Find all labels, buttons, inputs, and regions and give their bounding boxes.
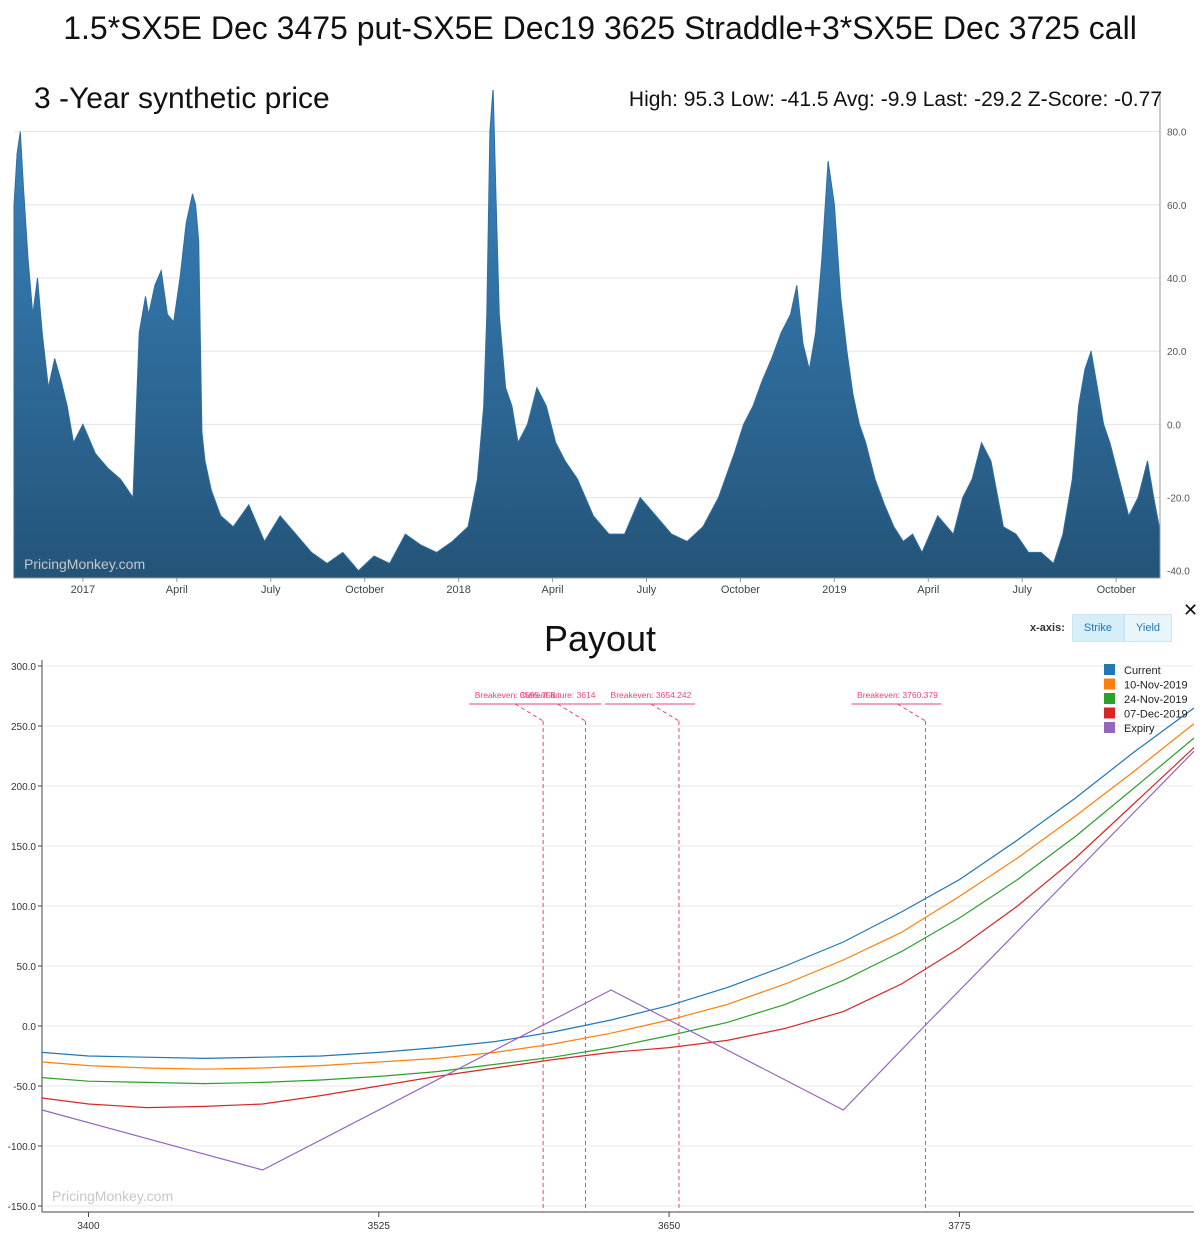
history-y-tick-label: -20.0 xyxy=(1167,494,1190,505)
payout-x-tick-label: 3775 xyxy=(948,1221,971,1232)
legend-swatch xyxy=(1104,707,1115,719)
legend-swatch xyxy=(1104,678,1115,690)
payout-series-line xyxy=(41,747,1195,1109)
history-y-tick-label: 40.0 xyxy=(1167,274,1187,285)
legend-label: 07-Dec-2019 xyxy=(1124,709,1188,721)
history-x-tick-label: April xyxy=(166,584,188,596)
payout-y-tick-label: -100.0 xyxy=(8,1142,37,1153)
history-x-tick-label: April xyxy=(917,584,939,596)
legend-label: Expiry xyxy=(1124,723,1155,735)
payout-y-tick-label: 150.0 xyxy=(11,842,36,853)
payout-y-tick-label: 200.0 xyxy=(11,782,36,793)
history-x-tick-label: April xyxy=(542,584,564,596)
history-stats-text: High: 95.3 Low: -41.5 Avg: -9.9 Last: -2… xyxy=(628,88,1162,111)
payout-x-tick-label: 3400 xyxy=(77,1221,100,1232)
payout-watermark: PricingMonkey.com xyxy=(52,1188,174,1204)
history-y-tick-label: -40.0 xyxy=(1167,567,1190,578)
payout-line-chart: 300.0 250.0 200.0 150.0 100.0 50.0 0.0 -50.0 -10… xyxy=(8,660,1195,1232)
x-axis-strike-button[interactable]: Strike xyxy=(1071,614,1124,642)
legend-swatch xyxy=(1104,664,1115,675)
history-x-tick-label: 2017 xyxy=(71,584,95,596)
history-x-tick-label: 2019 xyxy=(822,584,846,596)
history-y-tick-label: 60.0 xyxy=(1167,201,1187,212)
history-x-tick-label: July xyxy=(637,584,657,596)
payout-y-tick-label: 300.0 xyxy=(11,662,36,673)
history-chart-subtitle: 3 -Year synthetic price xyxy=(34,82,330,115)
vline-label: Breakeven: 3654.242 xyxy=(611,690,692,700)
vline-label: Breakeven: 3760.379 xyxy=(857,690,938,700)
vline-leader xyxy=(897,703,926,722)
payout-chart-title: Payout xyxy=(543,618,657,659)
history-y-tick-label: 20.0 xyxy=(1167,347,1187,358)
payout-y-tick-label: 100.0 xyxy=(11,902,36,913)
vline-label: Breakeven: 3595.758 xyxy=(475,690,556,700)
legend-swatch xyxy=(1104,722,1115,733)
payout-series-line xyxy=(41,750,1195,1171)
legend-label: 10-Nov-2019 xyxy=(1124,680,1188,692)
legend-label: 24-Nov-2019 xyxy=(1124,694,1188,706)
history-y-tick-label: 80.0 xyxy=(1167,128,1187,139)
payout-x-tick-label: 3525 xyxy=(368,1221,391,1232)
payout-y-tick-label: 50.0 xyxy=(17,962,37,973)
payout-series-line xyxy=(41,707,1195,1060)
history-area-series xyxy=(13,90,1161,579)
vline-leader xyxy=(514,703,544,722)
page-title: 1.5*SX5E Dec 3475 put-SX5E Dec19 3625 St… xyxy=(63,10,1137,46)
payout-series-line xyxy=(41,737,1195,1085)
payout-y-tick-label: 250.0 xyxy=(11,722,36,733)
history-area-chart: 80.0 60.0 40.0 20.0 0.0 -20.0 -40.0 2017 April Ju… xyxy=(13,90,1190,596)
legend-swatch xyxy=(1104,693,1115,704)
payout-y-tick-label: -50.0 xyxy=(13,1082,36,1093)
history-watermark: PricingMonkey.com xyxy=(24,556,146,572)
x-axis-toggle-label: x-axis: xyxy=(1030,622,1065,634)
history-x-tick-label: July xyxy=(261,584,281,596)
vline-label: Current future: 3614 xyxy=(519,690,595,700)
vline-leader xyxy=(557,703,586,722)
payout-series-line xyxy=(41,723,1195,1070)
vline-leader xyxy=(650,703,680,722)
history-x-tick-label: October xyxy=(345,584,384,596)
x-axis-toggle: x-axis: Strike Yield xyxy=(1030,614,1173,642)
history-x-tick-label: October xyxy=(1097,584,1136,596)
legend-label: Current xyxy=(1124,665,1161,677)
close-icon[interactable]: ✕ xyxy=(1183,600,1199,620)
history-y-tick-label: 0.0 xyxy=(1167,420,1181,431)
history-x-tick-label: July xyxy=(1012,584,1032,596)
x-axis-yield-button[interactable]: Yield xyxy=(1123,614,1173,642)
payout-y-tick-label: 0.0 xyxy=(22,1022,36,1033)
payout-x-tick-label: 3650 xyxy=(658,1221,681,1232)
payout-y-tick-label: -150.0 xyxy=(8,1202,37,1213)
history-x-tick-label: 2018 xyxy=(446,584,470,596)
history-x-tick-label: October xyxy=(721,584,760,596)
